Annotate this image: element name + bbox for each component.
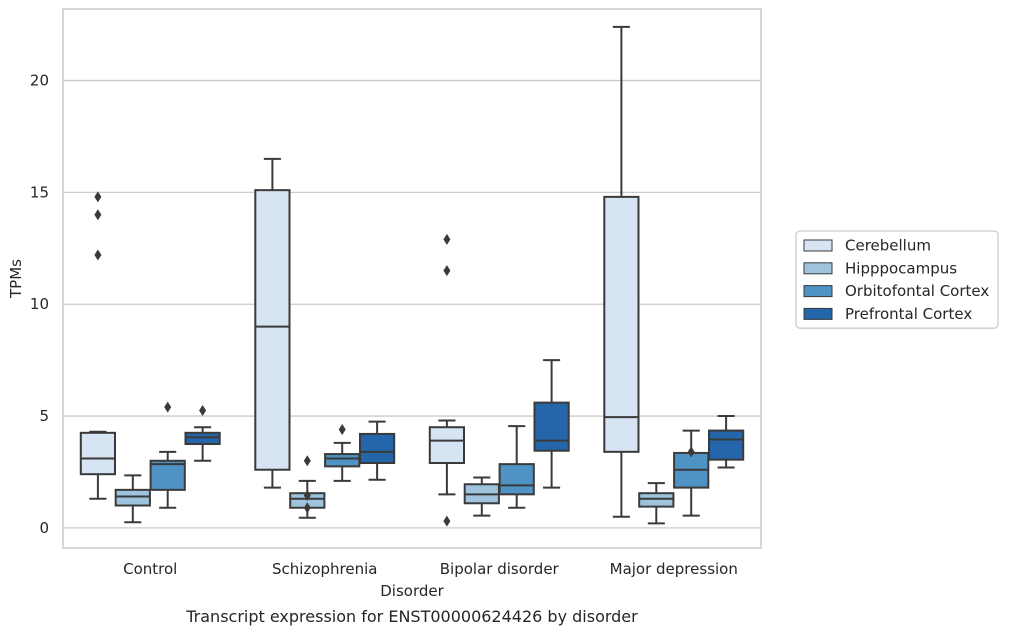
box-iqr bbox=[358, 432, 396, 465]
x-tick-label: Schizophrenia bbox=[272, 560, 377, 578]
outlier-point bbox=[94, 209, 102, 221]
figure-caption: Transcript expression for ENST0000062442… bbox=[185, 607, 638, 626]
grid-lines bbox=[63, 79, 761, 529]
y-tick-labels: 0 5 10 15 20 bbox=[30, 72, 49, 537]
box-plot bbox=[114, 474, 151, 524]
outlier-point bbox=[94, 191, 102, 203]
outlier-point bbox=[443, 265, 451, 277]
box-iqr bbox=[149, 459, 186, 491]
outlier-point bbox=[443, 515, 451, 527]
y-tick-label: 15 bbox=[30, 183, 49, 201]
outlier-point bbox=[338, 423, 346, 435]
x-tick-label: Bipolar disorder bbox=[440, 560, 560, 578]
outlier-point bbox=[687, 446, 695, 458]
box-plot bbox=[638, 482, 675, 525]
x-tick-label: Major depression bbox=[610, 560, 738, 578]
box-iqr bbox=[428, 426, 466, 465]
box-plot bbox=[254, 157, 291, 489]
box-plot bbox=[428, 233, 466, 527]
box-iqr bbox=[707, 429, 745, 461]
box-plot bbox=[184, 404, 221, 462]
legend-label: Hipppocampus bbox=[845, 259, 957, 277]
box-plots bbox=[79, 25, 745, 527]
legend: Cerebellum Hipppocampus Orbitofontal Corte… bbox=[795, 230, 999, 329]
box-plot bbox=[533, 359, 570, 489]
outlier-point bbox=[303, 489, 311, 501]
legend-label: Cerebellum bbox=[845, 237, 931, 255]
y-tick-label: 0 bbox=[39, 519, 49, 537]
y-axis-label: TPMs bbox=[7, 259, 25, 299]
box-iqr bbox=[114, 488, 151, 507]
legend-label: Orbitofontal Cortex bbox=[845, 282, 989, 300]
box-plot bbox=[603, 25, 640, 518]
box-iqr bbox=[498, 463, 535, 496]
y-tick-label: 5 bbox=[39, 407, 49, 425]
outlier-point bbox=[94, 249, 102, 261]
x-tick-label: Control bbox=[123, 560, 177, 578]
legend-swatch bbox=[803, 307, 833, 320]
box-iqr bbox=[603, 195, 640, 453]
box-plot bbox=[707, 415, 745, 469]
box-plot bbox=[673, 429, 710, 517]
box-iqr bbox=[79, 431, 117, 476]
legend-frame bbox=[795, 230, 999, 329]
box-plot bbox=[358, 420, 396, 481]
box-iqr bbox=[254, 189, 291, 471]
box-plot bbox=[324, 423, 361, 482]
legend-label: Prefrontal Cortex bbox=[845, 305, 972, 323]
y-tick-label: 10 bbox=[30, 295, 49, 313]
box-plot bbox=[149, 401, 186, 509]
outlier-point bbox=[303, 502, 311, 514]
legend-swatch bbox=[803, 239, 833, 252]
outlier-point bbox=[443, 233, 451, 245]
y-tick-label: 20 bbox=[30, 72, 49, 90]
box-plot bbox=[463, 476, 500, 517]
box-plot bbox=[498, 425, 535, 509]
outlier-point bbox=[303, 455, 311, 467]
outlier-point bbox=[199, 404, 207, 416]
box-iqr bbox=[184, 431, 221, 446]
box-plot bbox=[289, 455, 326, 519]
box-plot bbox=[79, 191, 117, 500]
outlier-point bbox=[164, 401, 172, 413]
box-iqr bbox=[533, 401, 570, 452]
box-iqr bbox=[638, 492, 675, 508]
x-axis-label: Disorder bbox=[380, 582, 444, 600]
legend-swatch bbox=[803, 285, 833, 298]
x-tick-labels: Control Schizophrenia Bipolar disorder Majo… bbox=[123, 560, 738, 578]
box-iqr bbox=[324, 453, 361, 468]
plot-frame bbox=[62, 8, 762, 549]
legend-swatch bbox=[803, 262, 833, 275]
